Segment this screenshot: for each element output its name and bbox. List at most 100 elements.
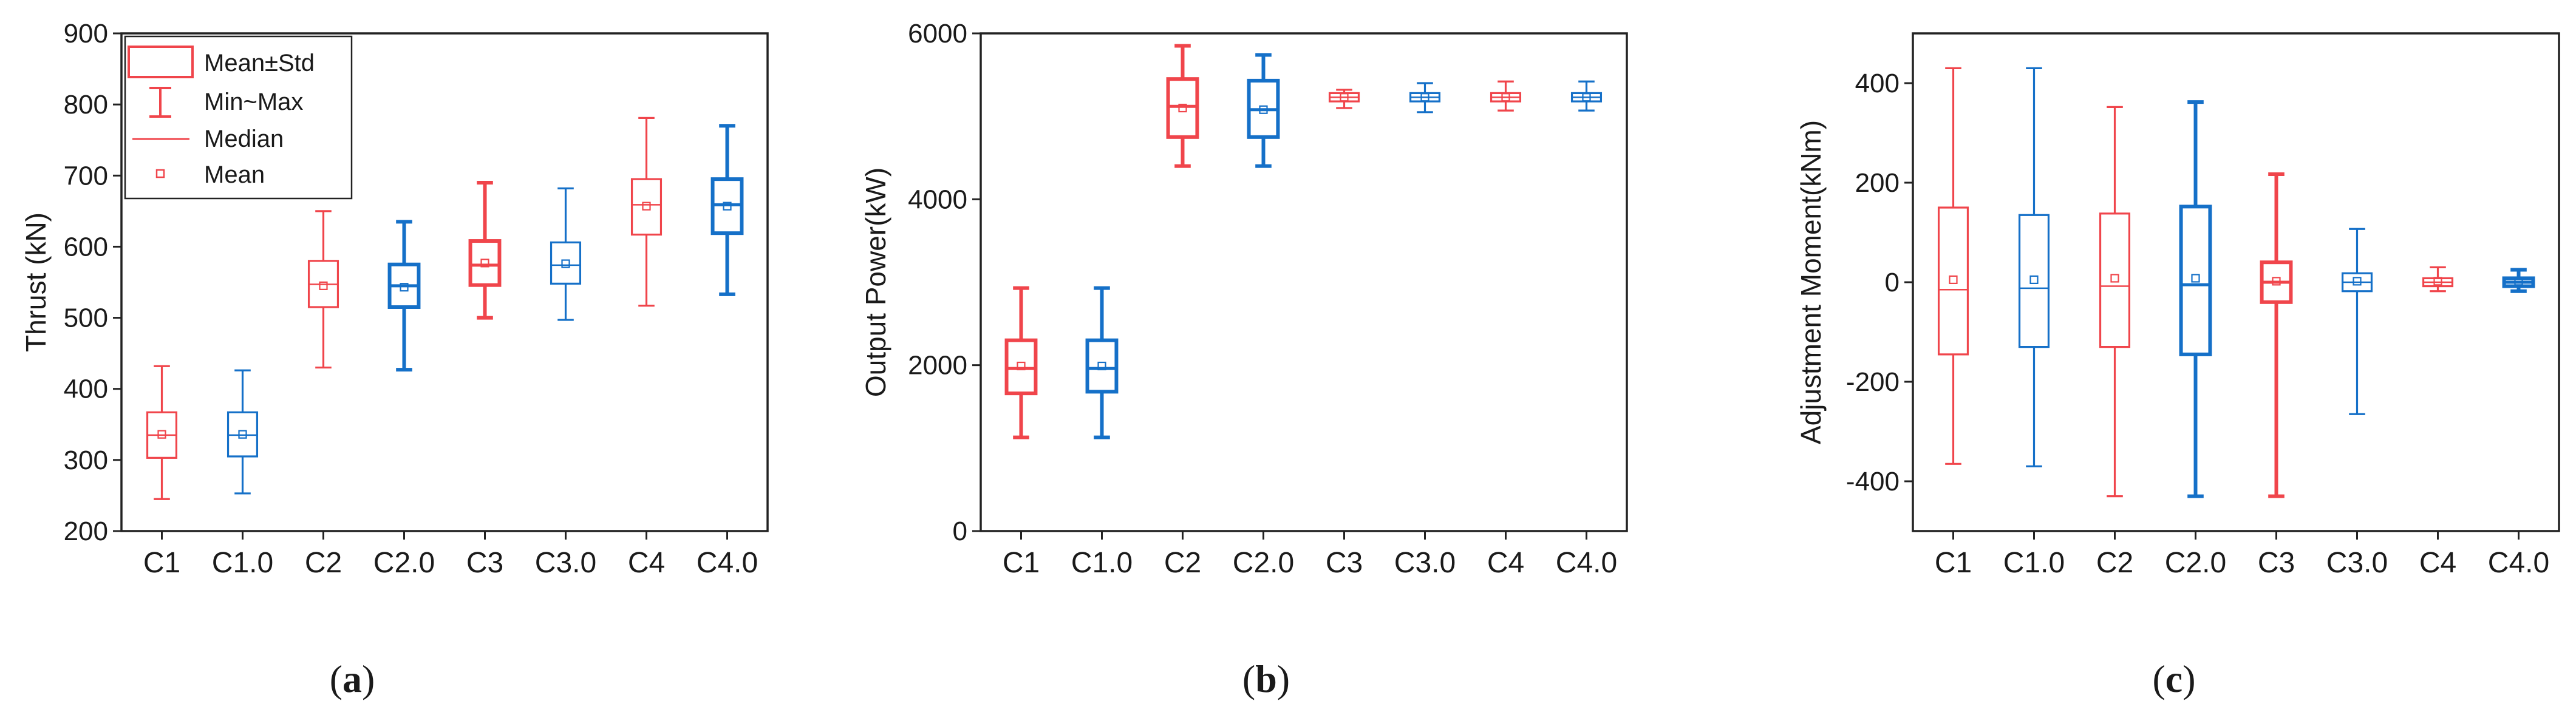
panel-a-category-label: C1 [143, 547, 180, 579]
panel-c-category-label: C2.0 [2165, 547, 2226, 579]
panel-a-mean-marker [723, 202, 732, 211]
panel-c-category-label: C3 [2258, 547, 2295, 579]
panel-a-y-tick-label: 800 [64, 90, 108, 120]
panel-b-category-label: C3.0 [1394, 547, 1456, 579]
panel-b-caption: (b) [1242, 657, 1290, 700]
panel-b-output-power-chart: 0 2000 4000 6000 C1 C1.0 C2 C2.0 C3 C3.0 C4 C4.0 Ou… [860, 19, 1628, 700]
panel-a-box-C4 [630, 178, 663, 236]
panel-c-mean-marker [2272, 277, 2281, 286]
panel-a-category-label: C4.0 [697, 547, 758, 579]
panel-a-y-tick-label: 900 [64, 19, 108, 49]
panel-b-mean-marker [1097, 361, 1106, 371]
panel-b-plot-frame [980, 32, 1628, 532]
panel-b-mean-marker [1582, 93, 1591, 102]
panel-a-box-C3.0 [550, 241, 582, 285]
panel-c-plot: -400 -200 0 200 400 C1 C1.0 C2 C2.0 C3 C3.0 C4 C4.0 [1846, 67, 2549, 579]
panel-a-mean-marker [642, 202, 651, 211]
panel-b-box-C2 [1166, 77, 1199, 139]
panel-b-y-tick-label: 6000 [908, 19, 967, 49]
panel-a-plot-frame [120, 32, 769, 532]
panel-b-mean-marker [1017, 361, 1026, 371]
panel-a-category-label: C2.0 [373, 547, 435, 579]
panel-b-mean-marker [1259, 105, 1268, 114]
panel-a-category-label: C2 [305, 547, 342, 579]
legend-mean-swatch [155, 169, 165, 178]
panel-b-category-label: C2.0 [1233, 547, 1294, 579]
panel-a-letter: a [342, 657, 362, 700]
panel-b-category-label: C1 [1003, 547, 1040, 579]
panel-b-category-label: C4 [1487, 547, 1524, 579]
legend-label-mean: Mean [204, 161, 265, 188]
panel-b-category-label: C2 [1164, 547, 1201, 579]
panel-a-box-C3 [468, 239, 502, 287]
panel-b-mean-marker [1340, 93, 1349, 102]
panel-a-mean-marker [238, 430, 247, 439]
legend: Mean±Std Min~Max Median Mean [124, 35, 353, 200]
panel-c-mean-marker [2433, 277, 2442, 286]
panel-c-y-tick-label: 0 [1885, 268, 1900, 297]
panel-a-thrust-chart: 200 300 400 500 600 700 800 900 C1 C1.0 C2 C2.0 C3 C3… [20, 19, 769, 700]
panel-c-y-axis-label: Adjustment Moment(kNm) [1795, 120, 1827, 444]
legend-label-mean-std: Mean±Std [204, 50, 315, 76]
panel-b-y-tick-label: 0 [953, 516, 967, 546]
panel-c-y-tick-label: -400 [1846, 467, 1900, 496]
panel-a-mean-marker [480, 259, 489, 268]
panel-a-mean-marker [157, 430, 166, 439]
panel-c-y-tick-label: -200 [1846, 367, 1900, 397]
panel-a-category-label: C3.0 [535, 547, 596, 579]
panel-b-y-tick-label: 2000 [908, 351, 967, 381]
panel-c-mean-marker [2353, 277, 2362, 286]
legend-label-median: Median [204, 126, 284, 152]
panel-c-box-C2 [2099, 212, 2131, 348]
panel-b-box-C1.0 [1085, 338, 1119, 394]
panel-a-plot: 200 300 400 500 600 700 800 900 C1 C1.0 C2 C2.0 C3 C3… [64, 19, 758, 579]
panel-a-y-tick-label: 600 [64, 232, 108, 262]
panel-c-box-C1 [1937, 206, 1969, 356]
panel-a-y-tick-label: 700 [64, 161, 108, 191]
panel-c-mean-marker [2029, 275, 2039, 284]
panel-c-caption: (c) [2152, 657, 2195, 700]
panel-c-category-label: C1.0 [2003, 547, 2065, 579]
panel-b-plot: 0 2000 4000 6000 C1 C1.0 C2 C2.0 C3 C3.0 C4 C4.0 [908, 19, 1617, 579]
panel-b-y-tick-label: 4000 [908, 185, 967, 214]
legend-label-min-max: Min~Max [204, 89, 303, 115]
panel-a-mean-marker [561, 259, 570, 268]
panel-a-category-label: C3 [466, 547, 503, 579]
panel-c-category-label: C1 [1935, 547, 1972, 579]
panel-a-y-axis-label: Thrust (kN) [20, 212, 52, 352]
panel-c-mean-marker [2191, 274, 2200, 283]
panel-c-mean-marker [1949, 275, 1958, 284]
panel-c-y-tick-label: 200 [1855, 168, 1900, 198]
panel-b-box-C1 [1004, 338, 1038, 396]
panel-b-category-label: C1.0 [1071, 547, 1133, 579]
panel-a-mean-marker [319, 281, 328, 290]
panel-c-mean-marker [2110, 274, 2119, 283]
panel-c-mean-marker [2514, 277, 2523, 286]
panel-a-category-label: C4 [628, 547, 665, 579]
panel-c-category-label: C3.0 [2326, 547, 2388, 579]
panel-b-mean-marker [1501, 93, 1510, 102]
panel-b-y-axis-label: Output Power(kW) [860, 168, 891, 397]
panel-a-y-tick-label: 400 [64, 374, 108, 404]
panel-c-letter: c [2165, 657, 2182, 700]
panel-c-category-label: C2 [2096, 547, 2133, 579]
panel-a-caption: (a) [330, 657, 375, 700]
panel-c-box-C2.0 [2179, 205, 2212, 356]
panel-a-y-tick-label: 500 [64, 303, 108, 333]
panel-a-category-label: C1.0 [212, 547, 273, 579]
panel-b-letter: b [1255, 657, 1277, 700]
panel-b-mean-marker [1420, 93, 1429, 102]
panel-a-y-tick-label: 200 [64, 516, 108, 546]
panel-c-box-C1.0 [2018, 214, 2050, 348]
panel-c-plot-frame [1912, 32, 2560, 532]
panel-b-category-label: C4.0 [1556, 547, 1617, 579]
panel-a-mean-marker [400, 283, 409, 292]
panel-c-category-label: C4.0 [2488, 547, 2549, 579]
panel-b-category-label: C3 [1326, 547, 1363, 579]
panel-a-y-tick-label: 300 [64, 445, 108, 475]
panel-c-category-label: C4 [2419, 547, 2456, 579]
panel-c-y-tick-label: 400 [1855, 69, 1900, 98]
legend-box-swatch [128, 46, 194, 78]
